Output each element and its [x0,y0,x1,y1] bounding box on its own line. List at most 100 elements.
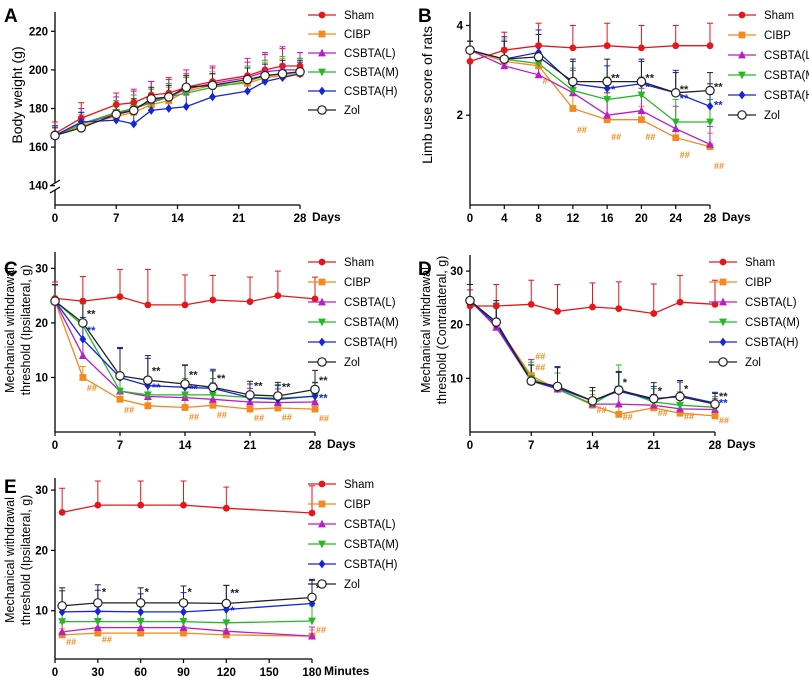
significance-mark: ## [87,383,97,393]
data-point [94,606,102,616]
significance-mark: ## [611,132,621,142]
legend-label: Zol [344,357,360,369]
legend-label: CSBTA(M) [764,70,809,82]
significance-mark: ## [102,635,112,645]
data-point [245,390,255,400]
legend-marker [318,519,326,528]
x-tick-label: 28 [709,440,722,452]
series-line-csbtal [469,49,711,145]
significance-mark: ** [319,392,328,404]
data-point [310,384,320,395]
x-tick-label: 14 [179,440,192,452]
y-axis-label-group: Limb use score of rats [419,26,435,164]
data-point [128,105,139,116]
data-point [274,292,282,300]
data-point [589,303,596,311]
legend-marker [718,357,728,367]
data-point [465,295,475,306]
panel-letter: C [4,259,18,280]
data-point [568,87,577,95]
y-axis-label-group: Mechanical withdrawal threshold (Ipsilate… [3,265,33,396]
y-tick-label: 160 [29,142,48,154]
legend-label: CSBTA(L) [344,519,396,531]
y-tick-label: 180 [29,104,48,116]
data-point [115,371,125,381]
legend-marker [738,50,746,59]
x-axis-label: Days [327,437,356,451]
significance-mark: ** [152,382,161,394]
data-point [181,404,189,411]
data-point [671,124,680,133]
significance-mark: ** [645,73,654,85]
significance-mark: * [645,82,650,94]
legend-label: CIBP [745,277,772,289]
legend-marker [318,337,326,347]
significance-mark: ** [217,373,226,385]
significance-mark: ** [714,82,723,94]
legend-label: CSBTA(H) [745,337,799,349]
data-point [50,130,60,141]
x-tick-label: 0 [52,440,58,452]
significance-mark: ** [189,384,198,396]
data-point [181,391,189,400]
significance-mark: # [543,76,548,86]
y-tick-label: 20 [35,545,48,557]
data-point [311,391,319,401]
y-axis-label: Mechanical withdrawal [419,267,433,393]
series-line-cibp [469,49,711,148]
legend-marker [719,337,727,347]
data-point [246,298,254,306]
data-point [636,76,647,87]
data-point [637,106,646,115]
legend-label: CSBTA(M) [344,317,399,329]
data-point [147,106,155,115]
y-axis-label-group: Mechanical withdrawal threshold (Contrala… [419,256,449,405]
data-point [465,45,475,55]
significance-mark: ** [611,73,620,85]
x-tick-label: 60 [134,667,147,677]
significance-mark: ## [535,352,545,362]
x-axis-label: Minutes [324,664,370,677]
legend-marker [719,297,727,306]
data-point [94,501,102,509]
y-tick-label: 140 [29,181,48,193]
data-point [242,74,253,85]
significance-mark: ** [680,93,689,105]
data-point [76,123,87,133]
data-point [93,618,102,626]
series-line-csbtam [62,620,313,624]
data-point [650,310,658,317]
data-point [144,301,152,309]
data-point [615,410,623,418]
x-tick-label: 28 [294,213,307,225]
significance-mark: ## [658,408,668,418]
significance-mark: ## [684,412,694,422]
legend-label: CSBTA(L) [344,48,396,60]
significance-mark: ** [189,370,198,382]
significance-mark: ## [282,413,292,423]
data-point [94,629,102,637]
significance-mark: ## [577,125,587,135]
x-tick-label: 90 [177,667,190,677]
significance-mark: ## [623,412,633,422]
significance-mark: ## [719,415,729,425]
axis-break-mark [49,179,61,187]
x-tick-label: 4 [501,213,508,225]
legend-marker [318,540,326,549]
data-point [222,631,230,639]
data-point [295,67,305,77]
x-tick-label: 21 [232,213,245,225]
significance-mark: ## [645,132,655,142]
legend-marker [318,86,326,96]
legend-label: CIBP [344,499,371,511]
data-point [244,86,251,96]
y-tick-label: 10 [450,373,463,385]
data-point [552,381,563,392]
data-point [554,307,561,315]
data-point [675,391,685,402]
data-point [209,92,216,102]
y-tick-label: 30 [450,266,463,278]
x-tick-label: 150 [260,667,279,677]
series-line-zol [469,49,711,94]
